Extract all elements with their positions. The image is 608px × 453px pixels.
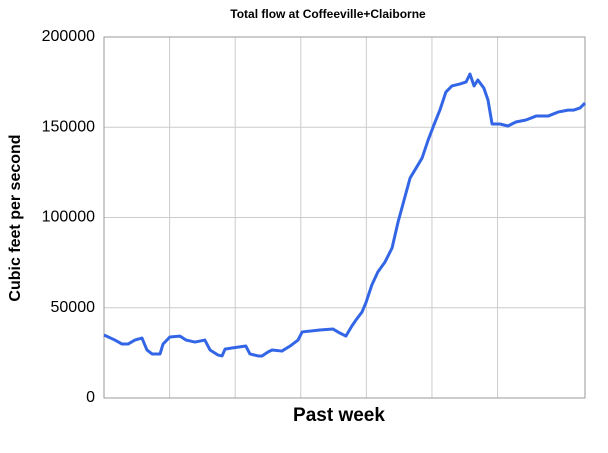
y-axis-label: Cubic feet per second (7, 134, 24, 301)
chart-title: Total flow at Coffeeville+Claiborne (230, 7, 426, 21)
data-line (103, 72, 587, 358)
x-axis-label: Past week (293, 405, 385, 426)
plot-border (103, 36, 586, 399)
y-tick-label: 150000 (42, 118, 95, 135)
y-tick-label: 200000 (42, 28, 95, 45)
y-tick-label: 100000 (42, 209, 95, 226)
y-tick-label: 0 (86, 389, 95, 406)
y-tick-label: 50000 (51, 299, 96, 316)
